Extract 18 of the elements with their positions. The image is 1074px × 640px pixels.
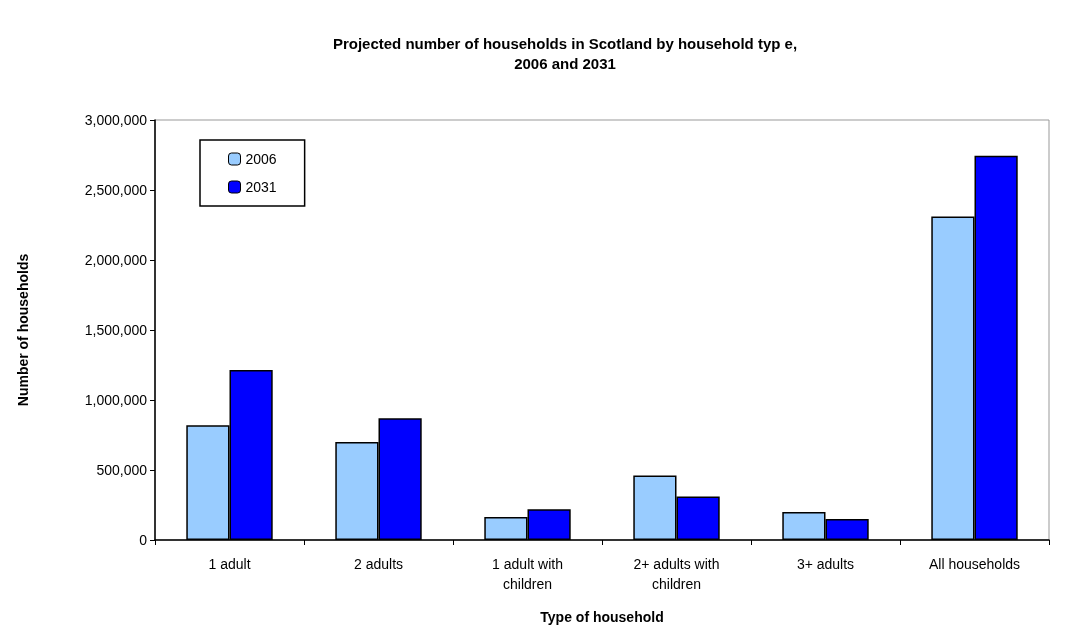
y-tick-label: 0	[139, 532, 148, 548]
y-tick-label: 500,000	[96, 462, 148, 478]
x-tick-label: 2+ adults with children	[633, 556, 720, 592]
x-tick-label: All households	[928, 556, 1021, 572]
chart-title: Projected number of households in Scotland by household typ e, 2006 and 2031	[332, 34, 798, 72]
y-tick-label: 1,500,000	[84, 322, 148, 338]
x-tick-label: 2 adults	[353, 556, 404, 572]
x-tick-label: 1 adult with children	[492, 556, 563, 592]
y-tick-label: 2,000,000	[84, 252, 148, 268]
legend-label: 2031	[245, 179, 277, 195]
y-tick-label: 2,500,000	[84, 182, 148, 198]
y-tick-label: 3,000,000	[84, 112, 148, 128]
y-axis-title: Number of households	[15, 253, 31, 407]
y-tick-label: 1,000,000	[84, 392, 148, 408]
legend-label: 2006	[245, 151, 277, 167]
x-axis-title: Type of household	[540, 609, 664, 625]
x-tick-label: 3+ adults	[796, 556, 855, 572]
x-tick-label: 1 adult	[208, 556, 251, 572]
